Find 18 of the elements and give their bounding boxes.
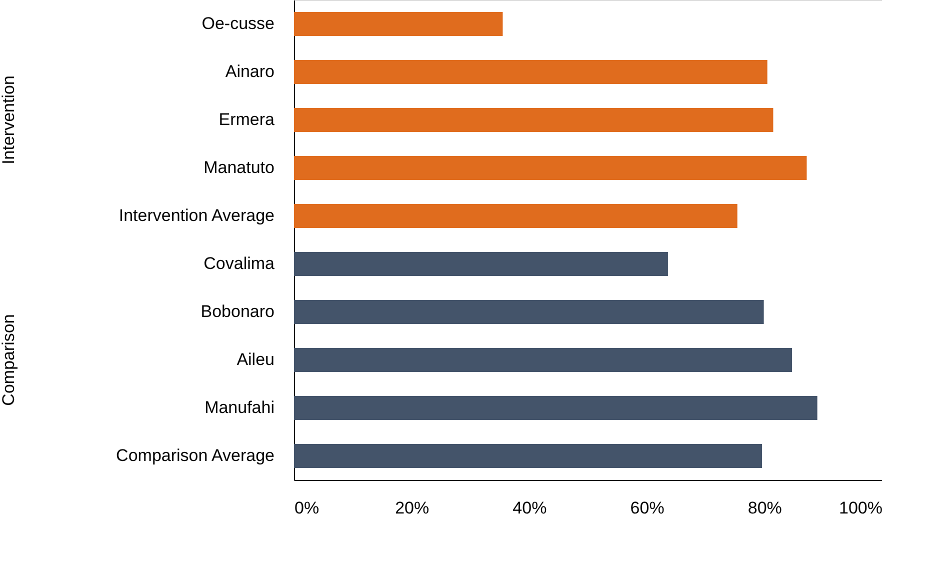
y-tick-label: Bobonaro: [200, 302, 274, 321]
y-tick-label: Aileu: [236, 350, 274, 369]
y-tick-label: Oe-cusse: [202, 14, 274, 33]
y-tick-label: Covalima: [204, 254, 276, 273]
x-tick-label: 60%: [630, 498, 664, 518]
x-tick-label: 100%: [839, 498, 882, 518]
x-tick-label: 0%: [294, 498, 320, 518]
text: Intervention: [0, 76, 18, 164]
y-tick-label: Ermera: [218, 110, 276, 129]
y-tick-label: Ainaro: [225, 62, 274, 81]
y-tick-label: Comparison Average: [116, 446, 274, 465]
text: Comparison: [0, 314, 18, 406]
y-tick-label: Manatuto: [204, 158, 274, 177]
y-tick-label: Manufahi: [204, 398, 274, 417]
y-tick-label: Intervention Average: [118, 206, 274, 225]
x-tick-label: 20%: [395, 498, 430, 518]
x-tick-label: 40%: [512, 498, 547, 518]
x-tick-label: 80%: [748, 498, 782, 518]
